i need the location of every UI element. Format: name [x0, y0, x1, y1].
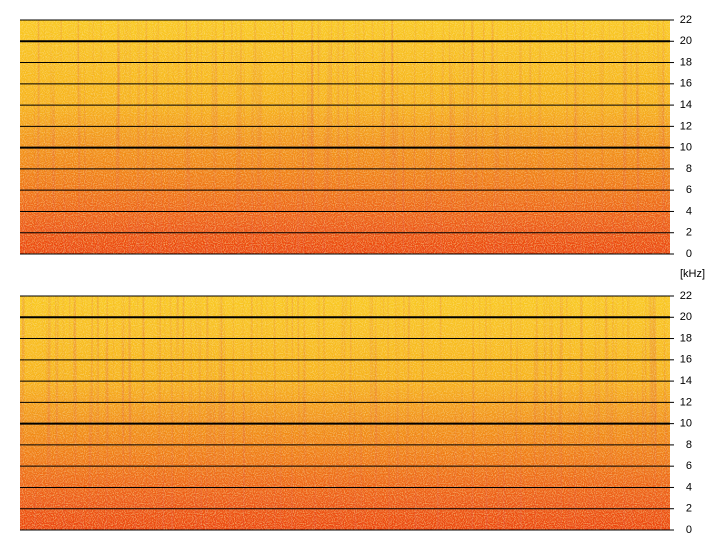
- y-tick-label: 22: [680, 14, 692, 26]
- y-tick-label: 12: [680, 120, 692, 132]
- y-tick-label: 4: [686, 205, 692, 217]
- spectrogram-image: [20, 296, 670, 530]
- y-tick-label: 14: [680, 375, 692, 387]
- y-tick-label: 6: [686, 460, 692, 472]
- y-tick-label: 22: [680, 290, 692, 302]
- y-tick-label: 2: [686, 503, 692, 515]
- y-tick-label: 20: [680, 35, 692, 47]
- y-tick-label: 16: [680, 78, 692, 90]
- y-tick-label: 2: [686, 227, 692, 239]
- y-tick-label: 14: [680, 99, 692, 111]
- y-tick-label: 4: [686, 481, 692, 493]
- y-tick-label: 20: [680, 311, 692, 323]
- spectrogram-image: [20, 20, 670, 254]
- y-tick-label: 18: [680, 56, 692, 68]
- y-tick-label: 12: [680, 396, 692, 408]
- y-tick-label: 0: [686, 524, 692, 536]
- y-tick-label: 8: [686, 163, 692, 175]
- y-tick-label: 18: [680, 332, 692, 344]
- y-tick-label: 16: [680, 354, 692, 366]
- y-tick-label: 0: [686, 248, 692, 260]
- y-tick-label: 6: [686, 184, 692, 196]
- y-axis-label: [kHz]: [680, 268, 705, 280]
- y-tick-label: 10: [680, 142, 692, 154]
- y-tick-label: 8: [686, 439, 692, 451]
- y-tick-label: 10: [680, 418, 692, 430]
